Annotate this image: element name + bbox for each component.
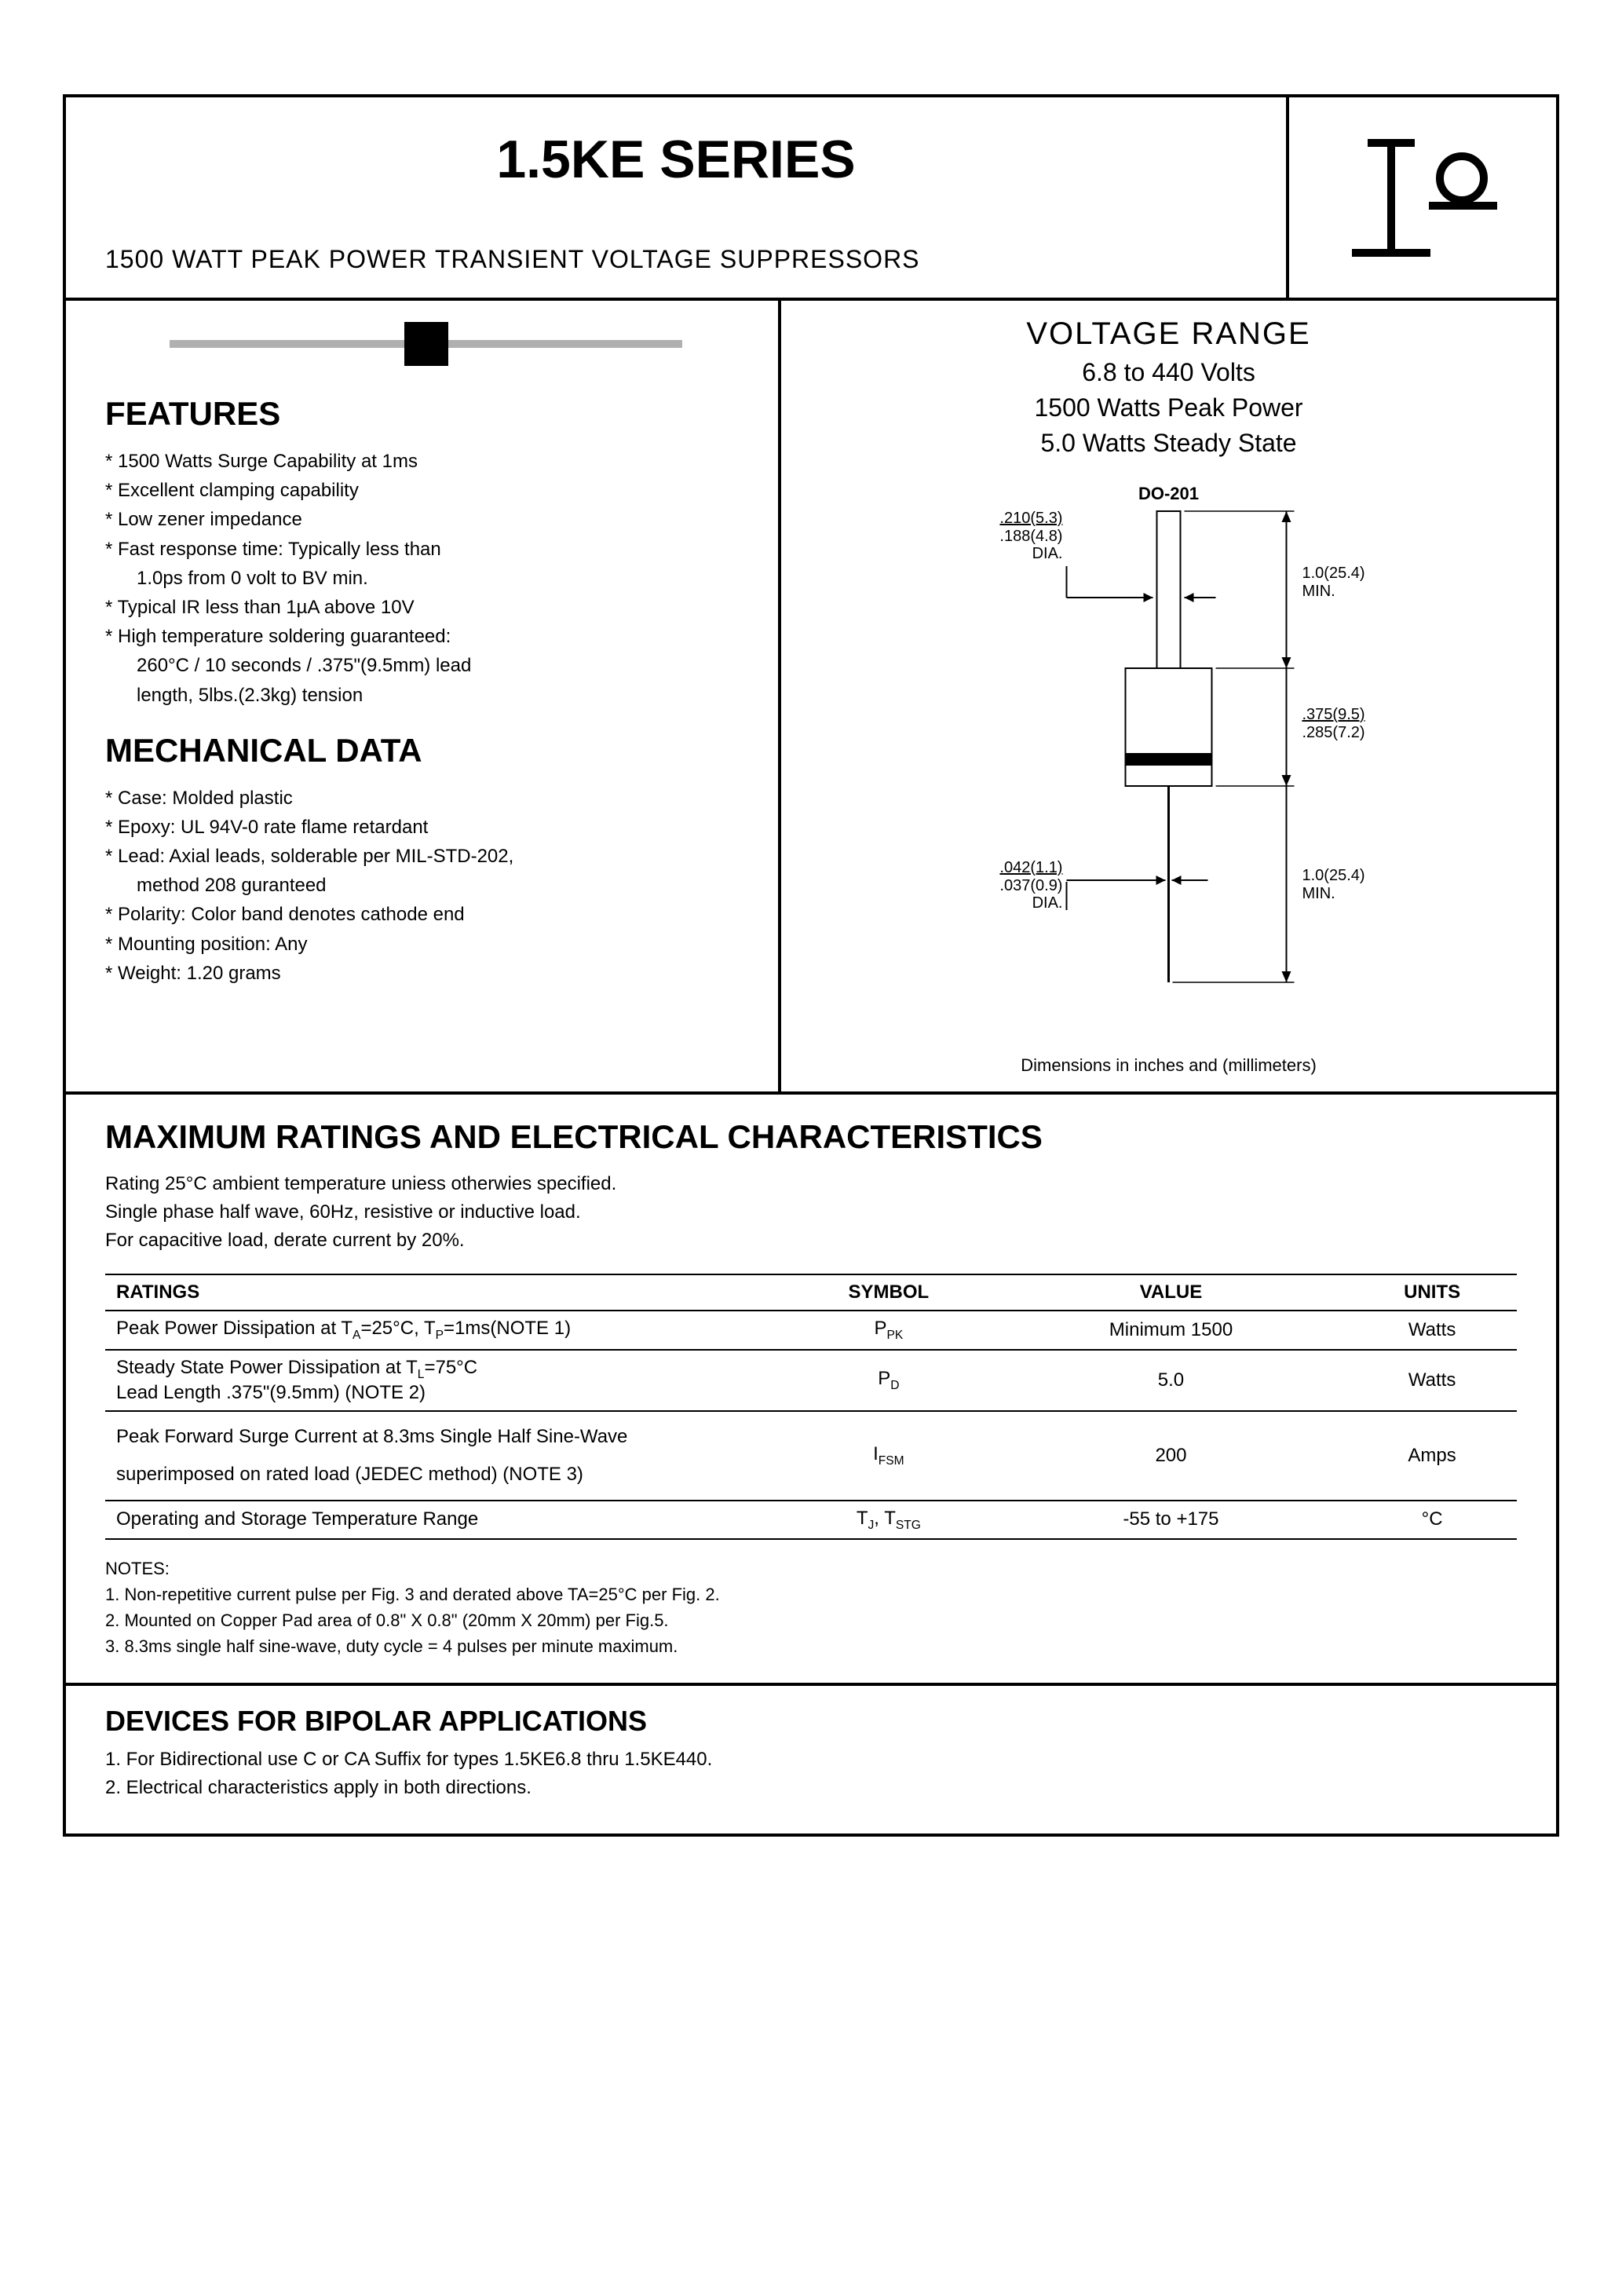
bipolar-heading: DEVICES FOR BIPOLAR APPLICATIONS xyxy=(105,1705,1517,1738)
bipolar-item: 1. For Bidirectional use C or CA Suffix … xyxy=(105,1746,1517,1774)
mech-item: * Epoxy: UL 94V-0 rate flame retardant xyxy=(105,813,747,842)
logo-box xyxy=(1289,97,1556,298)
voltage-range-heading: VOLTAGE RANGE xyxy=(805,316,1532,352)
feature-item: * Typical IR less than 1µA above 10V xyxy=(105,593,747,622)
svg-text:.285(7.2): .285(7.2) xyxy=(1302,724,1365,741)
ratings-intro-line: For capacitive load, derate current by 2… xyxy=(105,1227,1517,1255)
notes-heading: NOTES: xyxy=(105,1556,1517,1581)
cell-symbol: TJ, TSTG xyxy=(783,1501,995,1540)
voltage-column: VOLTAGE RANGE 6.8 to 440 Volts 1500 Watt… xyxy=(781,301,1556,1091)
col-value: VALUE xyxy=(995,1274,1348,1311)
table-row: Operating and Storage Temperature Range … xyxy=(105,1501,1517,1540)
ratings-heading: MAXIMUM RATINGS AND ELECTRICAL CHARACTER… xyxy=(105,1118,1517,1156)
component-icon xyxy=(170,324,683,364)
svg-text:.037(0.9): .037(0.9) xyxy=(999,877,1062,894)
col-ratings: RATINGS xyxy=(105,1274,783,1311)
note-item: 3. 8.3ms single half sine-wave, duty cyc… xyxy=(105,1633,1517,1659)
logo-icon xyxy=(1336,127,1509,269)
table-row: Peak Power Dissipation at TA=25°C, TP=1m… xyxy=(105,1311,1517,1350)
mech-item: * Case: Molded plastic xyxy=(105,784,747,813)
svg-text:DIA.: DIA. xyxy=(1032,545,1063,562)
bipolar-list: 1. For Bidirectional use C or CA Suffix … xyxy=(105,1746,1517,1802)
cell-symbol: IFSM xyxy=(783,1411,995,1501)
svg-text:.210(5.3): .210(5.3) xyxy=(999,510,1062,527)
cell-value: Minimum 1500 xyxy=(995,1311,1348,1350)
mechanical-heading: MECHANICAL DATA xyxy=(105,732,747,770)
cell-value: 200 xyxy=(995,1411,1348,1501)
note-item: 2. Mounted on Copper Pad area of 0.8" X … xyxy=(105,1607,1517,1633)
cell-units: Watts xyxy=(1347,1350,1517,1411)
lead-left xyxy=(170,340,404,348)
package-diagram: DO-201 .210(5.3) .188(4.8) DIA. xyxy=(805,480,1532,1045)
cell-rating: Peak Forward Surge Current at 8.3ms Sing… xyxy=(105,1411,783,1501)
svg-text:DIA.: DIA. xyxy=(1032,894,1063,912)
lead-right xyxy=(448,340,683,348)
features-heading: FEATURES xyxy=(105,395,747,433)
bipolar-item: 2. Electrical characteristics apply in b… xyxy=(105,1774,1517,1802)
cell-value: -55 to +175 xyxy=(995,1501,1348,1540)
ratings-intro-line: Rating 25°C ambient temperature uniess o… xyxy=(105,1170,1517,1198)
cell-rating: Steady State Power Dissipation at TL=75°… xyxy=(105,1350,783,1411)
ratings-intro: Rating 25°C ambient temperature uniess o… xyxy=(105,1170,1517,1255)
series-title: 1.5KE SERIES xyxy=(105,129,1247,190)
feature-item: * High temperature soldering guaranteed: xyxy=(105,622,747,651)
feature-item: * 1500 Watts Surge Capability at 1ms xyxy=(105,447,747,476)
col-units: UNITS xyxy=(1347,1274,1517,1311)
note-item: 1. Non-repetitive current pulse per Fig.… xyxy=(105,1581,1517,1607)
bipolar-section: DEVICES FOR BIPOLAR APPLICATIONS 1. For … xyxy=(66,1686,1556,1834)
cell-units: Watts xyxy=(1347,1311,1517,1350)
ratings-section: MAXIMUM RATINGS AND ELECTRICAL CHARACTER… xyxy=(66,1095,1556,1686)
mech-item: * Polarity: Color band denotes cathode e… xyxy=(105,900,747,929)
mech-item: method 208 guranteed xyxy=(105,871,747,900)
datasheet-frame: 1.5KE SERIES 1500 WATT PEAK POWER TRANSI… xyxy=(63,94,1559,1837)
feature-item: * Fast response time: Typically less tha… xyxy=(105,535,747,564)
notes-block: NOTES: 1. Non-repetitive current pulse p… xyxy=(105,1556,1517,1659)
cell-units: °C xyxy=(1347,1501,1517,1540)
cell-symbol: PD xyxy=(783,1350,995,1411)
body-row: FEATURES * 1500 Watts Surge Capability a… xyxy=(66,301,1556,1095)
svg-text:DO-201: DO-201 xyxy=(1138,484,1199,503)
feature-item: 1.0ps from 0 volt to BV min. xyxy=(105,564,747,593)
header-left: 1.5KE SERIES 1500 WATT PEAK POWER TRANSI… xyxy=(66,97,1289,298)
table-row: Steady State Power Dissipation at TL=75°… xyxy=(105,1350,1517,1411)
svg-text:MIN.: MIN. xyxy=(1302,885,1335,902)
col-symbol: SYMBOL xyxy=(783,1274,995,1311)
mechanical-list: * Case: Molded plastic * Epoxy: UL 94V-0… xyxy=(105,784,747,988)
svg-text:MIN.: MIN. xyxy=(1302,583,1335,600)
features-column: FEATURES * 1500 Watts Surge Capability a… xyxy=(66,301,781,1091)
component-body xyxy=(404,322,448,366)
voltage-range-line: 6.8 to 440 Volts xyxy=(805,358,1532,387)
ratings-table: RATINGS SYMBOL VALUE UNITS Peak Power Di… xyxy=(105,1274,1517,1540)
svg-text:.188(4.8): .188(4.8) xyxy=(999,528,1062,545)
cell-rating: Peak Power Dissipation at TA=25°C, TP=1m… xyxy=(105,1311,783,1350)
header-row: 1.5KE SERIES 1500 WATT PEAK POWER TRANSI… xyxy=(66,97,1556,301)
cell-units: Amps xyxy=(1347,1411,1517,1501)
feature-item: 260°C / 10 seconds / .375"(9.5mm) lead xyxy=(105,651,747,680)
feature-item: * Low zener impedance xyxy=(105,505,747,534)
table-header-row: RATINGS SYMBOL VALUE UNITS xyxy=(105,1274,1517,1311)
voltage-range-line: 5.0 Watts Steady State xyxy=(805,429,1532,458)
voltage-range-line: 1500 Watts Peak Power xyxy=(805,393,1532,422)
series-subtitle: 1500 WATT PEAK POWER TRANSIENT VOLTAGE S… xyxy=(105,245,1247,274)
ratings-intro-line: Single phase half wave, 60Hz, resistive … xyxy=(105,1198,1517,1227)
feature-item: length, 5lbs.(2.3kg) tension xyxy=(105,681,747,710)
mech-item: * Weight: 1.20 grams xyxy=(105,959,747,988)
svg-text:1.0(25.4): 1.0(25.4) xyxy=(1302,867,1365,884)
svg-text:1.0(25.4): 1.0(25.4) xyxy=(1302,565,1365,582)
cell-symbol: PPK xyxy=(783,1311,995,1350)
features-list: * 1500 Watts Surge Capability at 1ms * E… xyxy=(105,447,747,710)
svg-text:.375(9.5): .375(9.5) xyxy=(1302,706,1365,723)
mech-item: * Lead: Axial leads, solderable per MIL-… xyxy=(105,842,747,871)
cell-rating: Operating and Storage Temperature Range xyxy=(105,1501,783,1540)
svg-text:.042(1.1): .042(1.1) xyxy=(999,859,1062,876)
table-row: Peak Forward Surge Current at 8.3ms Sing… xyxy=(105,1411,1517,1501)
feature-item: * Excellent clamping capability xyxy=(105,476,747,505)
mech-item: * Mounting position: Any xyxy=(105,930,747,959)
package-caption: Dimensions in inches and (millimeters) xyxy=(805,1055,1532,1076)
cell-value: 5.0 xyxy=(995,1350,1348,1411)
